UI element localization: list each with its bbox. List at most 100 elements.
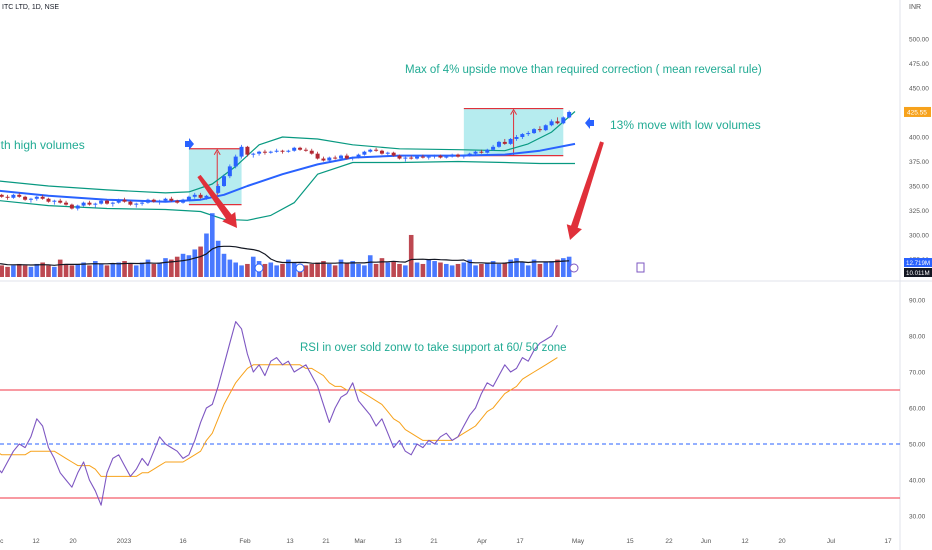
time-tick-label: ec [0, 538, 4, 545]
candle-body [537, 129, 542, 131]
volume-bar [81, 262, 86, 277]
candle-body [339, 155, 343, 159]
candle-body [286, 150, 291, 152]
time-tick-label: Jun [701, 538, 712, 545]
time-tick-label: Jul [827, 538, 836, 545]
candle-body [315, 153, 320, 159]
volume-bar [133, 265, 139, 277]
volume-bar [479, 263, 484, 277]
price-tick-label: 400.00 [909, 135, 929, 142]
volume-bar [484, 262, 490, 277]
candle-body [292, 147, 297, 151]
candle-body [333, 157, 338, 159]
candle-body [81, 202, 86, 206]
time-tick-label: 17 [884, 538, 892, 545]
volume-bar [16, 263, 22, 277]
candle-body [327, 157, 332, 161]
rsi-ma-line [0, 357, 558, 477]
rsi-tick-label: 50.00 [909, 442, 926, 449]
candle-body [438, 155, 443, 158]
bollinger-upper-line [0, 111, 576, 194]
volume-bar [508, 259, 513, 277]
volume-bar [122, 261, 127, 277]
volume-bar [221, 253, 227, 277]
volume-bar [52, 266, 57, 277]
volume-bar [87, 265, 92, 277]
price-tick-label: 350.00 [909, 184, 929, 191]
candle-body [274, 150, 279, 152]
candle-body [122, 199, 127, 202]
red-arrow-icon [566, 141, 604, 240]
last-price-badge: 425.55 [907, 109, 927, 116]
volume-bar [344, 262, 350, 277]
candle-body [379, 150, 384, 154]
candle-body [52, 200, 57, 202]
volume-bar [69, 265, 75, 277]
volume-bar [215, 240, 221, 277]
candle-body [485, 149, 490, 153]
volume-bar [245, 263, 250, 277]
rsi-pane [0, 321, 900, 506]
candle-body [543, 125, 548, 131]
candle-body [40, 196, 45, 199]
volume-bar [455, 263, 461, 277]
candle-body [479, 151, 484, 153]
volume-bar [566, 256, 572, 277]
candle-body [391, 152, 396, 156]
volume-bar [250, 256, 256, 277]
volume-bar [367, 255, 373, 277]
volume-bar [332, 265, 338, 277]
volume-bar [34, 263, 40, 277]
volume-bar [350, 261, 355, 277]
candle-body [496, 141, 501, 147]
volume-ma-line [0, 245, 570, 266]
candle-body [198, 194, 203, 198]
volume-bar [490, 261, 496, 277]
volume-bar [555, 259, 560, 277]
volume-bar [233, 262, 238, 277]
volume-bar [449, 265, 455, 277]
candle-body [140, 202, 145, 204]
volume-bar [227, 259, 233, 277]
time-tick-label: May [572, 538, 585, 545]
volume-bar [192, 249, 198, 277]
candle-body [298, 147, 303, 150]
price-tick-label: 500.00 [909, 37, 929, 44]
volume-badge-bg [904, 258, 932, 267]
candle-body [385, 152, 390, 154]
candle-body [321, 158, 326, 161]
volume-bar [561, 258, 566, 277]
volume-bar [151, 263, 157, 277]
volume-bar [362, 265, 367, 277]
volume-bar [98, 263, 104, 277]
time-tick-label: 12 [741, 538, 749, 545]
candle-body [251, 153, 256, 155]
candle-body [5, 196, 10, 198]
volume-bar [356, 263, 361, 277]
volume-bar [169, 259, 174, 277]
time-tick-label: 20 [69, 538, 77, 545]
volume-bar [210, 213, 215, 277]
bollinger-lower-line [0, 160, 575, 221]
candle-body [28, 198, 33, 200]
candle-body [23, 196, 28, 200]
volume-bar [321, 261, 326, 277]
volume-bar [274, 265, 279, 277]
candle-body [491, 146, 496, 150]
volume-bar [426, 259, 432, 277]
candle-body [69, 204, 74, 209]
volume-bar [309, 263, 315, 277]
rsi-tick-label: 60.00 [909, 406, 926, 413]
volume-bar [315, 262, 320, 277]
candle-body [216, 186, 221, 193]
volume-bar [11, 265, 16, 277]
volume-bar [28, 266, 34, 277]
red-arrow-shape [566, 141, 604, 240]
candle-body [58, 200, 63, 203]
candle-body [368, 149, 373, 152]
volume-bar [414, 262, 420, 277]
candle-body [34, 196, 39, 199]
volume-ma-badge: 10.011M [906, 270, 930, 277]
